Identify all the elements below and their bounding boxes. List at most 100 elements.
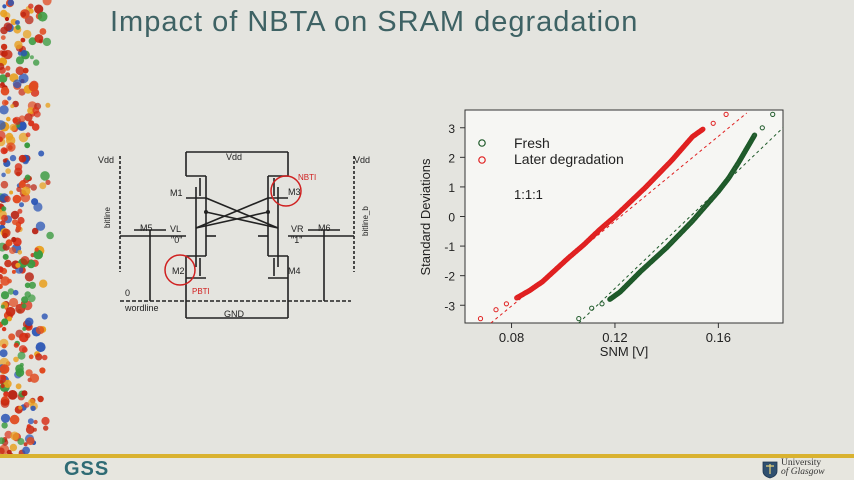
atom-dot <box>12 194 22 204</box>
atom-dot <box>2 4 7 9</box>
gss-logo: GSS <box>64 458 110 480</box>
atom-dot <box>37 11 48 22</box>
atom-dot <box>24 272 34 282</box>
atom-dot <box>34 247 39 252</box>
atom-dot <box>31 227 39 235</box>
atom-dot <box>30 184 37 191</box>
atom-dot <box>15 383 22 390</box>
atom-dot <box>20 256 30 265</box>
atom-dot <box>34 4 44 14</box>
atom-dot <box>45 179 51 185</box>
atom-dot <box>0 276 10 286</box>
atom-dot <box>41 313 48 320</box>
data-point <box>599 301 605 307</box>
atom-dot <box>0 35 6 40</box>
atom-dot <box>18 405 23 410</box>
y-tick-label: -1 <box>444 240 455 254</box>
atom-dot <box>0 380 4 385</box>
atom-dot <box>13 356 19 363</box>
atom-dot <box>9 154 17 162</box>
atom-dot <box>27 418 34 425</box>
atom-dot <box>13 342 19 348</box>
atom-dot <box>0 349 8 358</box>
m1-label: M1 <box>170 188 183 198</box>
university-line-1: University <box>781 458 822 468</box>
legend-fresh: Fresh <box>514 135 550 151</box>
atom-dot <box>22 326 27 331</box>
atom-dot <box>5 65 11 71</box>
atom-dot <box>10 104 15 109</box>
atom-dot <box>4 195 11 203</box>
atom-dot <box>7 288 15 295</box>
atom-dot <box>6 116 11 122</box>
atom-dot <box>41 416 50 426</box>
atom-dot <box>12 116 21 125</box>
atom-dot <box>20 11 27 18</box>
nbti-label: NBTI <box>298 173 316 182</box>
atom-dot <box>14 40 23 50</box>
atom-dot <box>35 342 46 353</box>
atom-dot <box>20 37 26 43</box>
atom-dot <box>15 262 21 268</box>
atom-dot <box>39 279 48 288</box>
atom-dot <box>20 49 28 57</box>
bitline-label: bitline <box>103 207 112 228</box>
atom-dot <box>25 369 33 377</box>
legend-marker-later <box>478 156 486 164</box>
pbti-circle <box>164 254 196 286</box>
zero-left-label: 0 <box>125 288 130 298</box>
atom-dot <box>2 228 11 238</box>
atom-dot <box>32 427 37 432</box>
atom-dot <box>35 325 45 335</box>
atom-dot <box>4 16 10 22</box>
one-node-label: "1" <box>291 235 302 245</box>
atom-dot <box>33 419 38 425</box>
atom-dot <box>0 304 5 309</box>
atom-dot <box>3 379 12 388</box>
atom-dot <box>29 55 34 60</box>
atom-dot <box>24 142 31 149</box>
data-point <box>759 125 765 131</box>
slide-title: Impact of NBTA on SRAM degradation <box>110 6 639 38</box>
atom-dot <box>42 37 52 47</box>
atom-dot <box>24 317 34 327</box>
atom-dot <box>3 49 13 60</box>
y-tick-label: -2 <box>444 270 455 284</box>
atom-dot <box>15 56 25 65</box>
data-point <box>752 132 758 138</box>
atom-dot <box>42 0 52 6</box>
atom-dot <box>2 253 9 260</box>
atom-dot <box>21 303 27 309</box>
atom-dot <box>29 373 40 383</box>
atom-dot <box>17 208 23 214</box>
atom-dot <box>39 182 47 190</box>
atom-dot <box>2 158 7 163</box>
atom-dot <box>41 354 48 361</box>
atom-dot <box>7 0 15 6</box>
atom-dot <box>28 354 34 360</box>
m6-label: M6 <box>318 223 331 233</box>
atom-dot <box>24 174 31 181</box>
sram-circuit-diagram: Vdd Vdd Vdd M1 M2 M3 M4 M5 M6 VL VR "0" … <box>98 151 370 319</box>
atom-dot <box>0 220 6 226</box>
m5-label: M5 <box>140 223 153 233</box>
atom-dot <box>19 202 24 208</box>
vdd-left-label: Vdd <box>98 155 114 165</box>
atom-dot <box>10 431 19 441</box>
data-point <box>576 316 582 322</box>
atom-dot <box>39 28 47 35</box>
atom-dot <box>9 443 18 452</box>
atom-dot <box>0 180 9 189</box>
atom-dot <box>33 202 43 212</box>
atom-dot <box>9 247 16 254</box>
university-name: University of Glasgow <box>781 458 845 477</box>
series-points <box>477 111 776 322</box>
footer-accent-bar <box>0 454 854 458</box>
decorative-atom-strip <box>0 0 54 460</box>
atom-dot <box>0 74 8 83</box>
wordline-label: wordline <box>124 303 159 313</box>
atom-dot <box>3 12 11 20</box>
atom-dot <box>3 391 9 398</box>
atom-dot <box>9 414 20 425</box>
y-tick-label: 0 <box>448 211 455 225</box>
